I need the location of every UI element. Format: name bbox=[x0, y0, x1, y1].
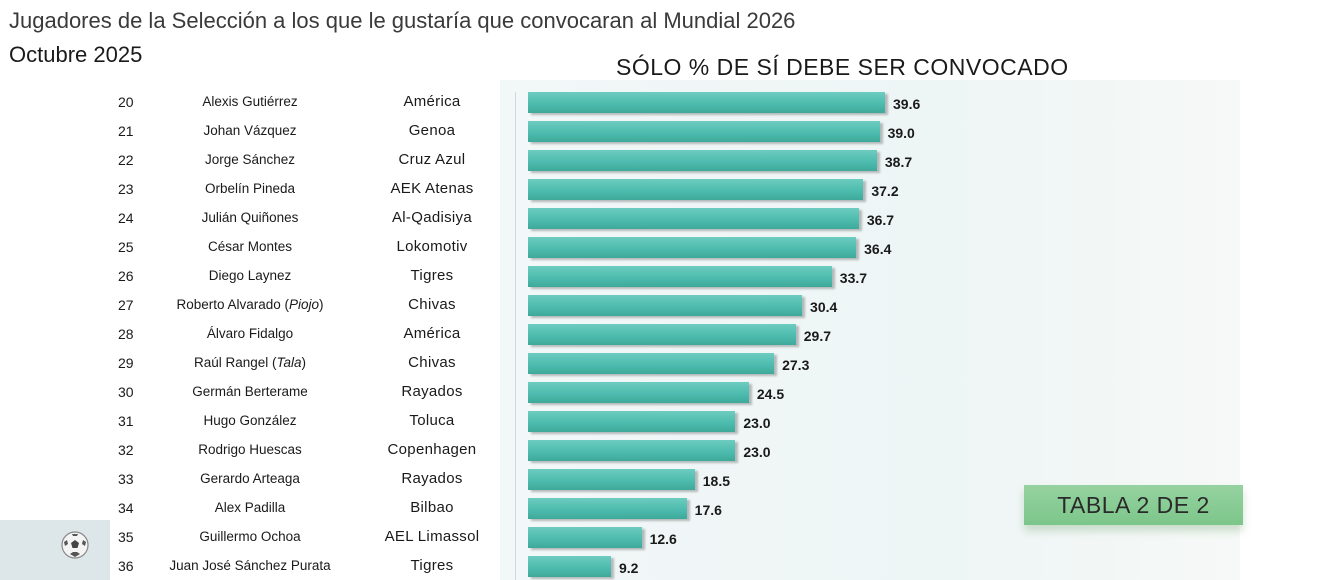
row-team: Lokomotiv bbox=[396, 238, 468, 255]
page-title: Jugadores de la Selección a los que le g… bbox=[9, 8, 796, 33]
bar bbox=[528, 208, 859, 229]
row-player-name: Raúl Rangel (Tala) bbox=[193, 355, 307, 370]
row-team: AEK Atenas bbox=[390, 180, 474, 197]
bar bbox=[528, 324, 796, 345]
row-player-name: Alexis Gutiérrez bbox=[202, 94, 298, 109]
row-team: Chivas bbox=[408, 354, 456, 371]
row-player-name: Germán Berterame bbox=[192, 384, 308, 399]
row-rank: 28 bbox=[118, 326, 134, 342]
row-team: Chivas bbox=[408, 296, 456, 313]
bar-value-label: 39.0 bbox=[887, 125, 915, 141]
bar-value-label: 18.5 bbox=[702, 473, 731, 489]
bar bbox=[528, 121, 880, 142]
bar-value-label: 39.6 bbox=[893, 96, 921, 112]
row-team: Tigres bbox=[410, 557, 454, 574]
axis-line bbox=[515, 92, 516, 580]
row-player-name: Alex Padilla bbox=[214, 500, 286, 515]
table-badge: TABLA 2 DE 2 bbox=[1024, 485, 1243, 525]
bar-value-label: 37.2 bbox=[871, 183, 899, 199]
row-team: Bilbao bbox=[410, 499, 454, 516]
row-rank: 32 bbox=[118, 442, 134, 458]
bar-value-label: 24.5 bbox=[756, 386, 785, 402]
row-rank: 20 bbox=[118, 94, 134, 110]
bar-value-label: 30.4 bbox=[810, 299, 838, 315]
row-player-name: César Montes bbox=[207, 239, 293, 254]
row-player-name: Johan Vázquez bbox=[203, 123, 297, 138]
soccer-ball-icon bbox=[61, 531, 89, 559]
bar bbox=[528, 498, 687, 519]
row-team: Rayados bbox=[401, 383, 463, 400]
bar bbox=[528, 295, 803, 316]
row-rank: 27 bbox=[118, 297, 134, 313]
row-team: América bbox=[403, 93, 461, 110]
bar-value-label: 36.7 bbox=[866, 212, 895, 228]
row-player-name: Orbelín Pineda bbox=[204, 181, 296, 196]
row-rank: 34 bbox=[118, 500, 134, 516]
row-player-name: Jorge Sánchez bbox=[204, 152, 296, 167]
row-player-name: Álvaro Fidalgo bbox=[206, 326, 294, 341]
row-rank: 23 bbox=[118, 181, 134, 197]
row-player-name: Julián Quiñones bbox=[201, 210, 299, 225]
row-rank: 31 bbox=[118, 413, 134, 429]
row-rank: 36 bbox=[118, 558, 134, 574]
bar-value-label: 9.2 bbox=[618, 560, 639, 576]
row-team: Tigres bbox=[410, 267, 454, 284]
bar bbox=[528, 469, 695, 490]
row-player-name: Diego Laynez bbox=[208, 268, 292, 283]
bar-value-label: 29.7 bbox=[803, 328, 831, 344]
row-player-name: Rodrigo Huescas bbox=[198, 442, 302, 457]
row-team: Rayados bbox=[401, 470, 463, 487]
bar bbox=[528, 266, 832, 287]
row-rank: 30 bbox=[118, 384, 134, 400]
bar-value-label: 23.0 bbox=[743, 415, 771, 431]
row-rank: 22 bbox=[118, 152, 134, 168]
bar-value-label: 23.0 bbox=[743, 444, 771, 460]
row-rank: 24 bbox=[118, 210, 134, 226]
row-player-name: Gerardo Arteaga bbox=[200, 471, 300, 486]
bar-value-label: 17.6 bbox=[694, 502, 722, 518]
row-player-name: Roberto Alvarado (Piojo) bbox=[176, 297, 324, 312]
row-team: Al-Qadisiya bbox=[392, 209, 472, 226]
bar bbox=[528, 382, 749, 403]
bar-value-label: 12.6 bbox=[649, 531, 677, 547]
bar bbox=[528, 92, 885, 113]
row-rank: 35 bbox=[118, 529, 134, 545]
bar bbox=[528, 440, 736, 461]
bar bbox=[528, 237, 857, 258]
row-team: AEL Limassol bbox=[384, 528, 480, 545]
corner-panel bbox=[0, 520, 110, 580]
row-team: Cruz Azul bbox=[398, 151, 466, 168]
row-team: América bbox=[403, 325, 461, 342]
bar bbox=[528, 179, 864, 200]
row-player-name: Juan José Sánchez Purata bbox=[169, 558, 331, 573]
page-subtitle: Octubre 2025 bbox=[9, 42, 143, 67]
row-team: Toluca bbox=[409, 412, 455, 429]
bar-value-label: 27.3 bbox=[782, 357, 810, 373]
bar-value-label: 38.7 bbox=[884, 154, 913, 170]
row-rank: 26 bbox=[118, 268, 134, 284]
row-player-name: Hugo González bbox=[203, 413, 297, 428]
row-team: Copenhagen bbox=[387, 441, 477, 458]
bar-value-label: 36.4 bbox=[864, 241, 892, 257]
row-rank: 33 bbox=[118, 471, 134, 487]
chart-heading: SÓLO % DE SÍ DEBE SER CONVOCADO bbox=[616, 54, 1069, 80]
bar-value-label: 33.7 bbox=[839, 270, 868, 286]
bar bbox=[528, 411, 736, 432]
row-rank: 29 bbox=[118, 355, 134, 371]
bar bbox=[528, 556, 611, 577]
bar bbox=[528, 150, 877, 171]
row-rank: 25 bbox=[118, 239, 134, 255]
row-rank: 21 bbox=[118, 123, 134, 139]
row-team: Genoa bbox=[408, 122, 456, 139]
row-player-name: Guillermo Ochoa bbox=[199, 529, 301, 544]
bar bbox=[528, 527, 642, 548]
bar bbox=[528, 353, 775, 374]
